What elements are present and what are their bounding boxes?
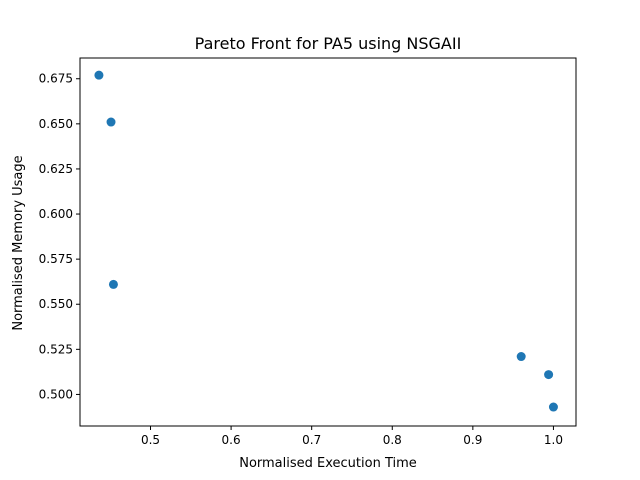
plot-frame (79, 57, 577, 427)
y-tick-label: 0.500 (39, 387, 73, 401)
x-tick-label: 1.0 (544, 433, 563, 447)
plot-area (94, 70, 558, 412)
y-tick-label: 0.525 (39, 342, 73, 356)
x-tick-label: 0.8 (383, 433, 402, 447)
y-tick-label: 0.600 (39, 207, 73, 221)
scatter-point (106, 117, 116, 127)
scatter-point (108, 279, 118, 289)
y-axis-label: Normalised Memory Usage (11, 155, 26, 330)
x-tick-label: 0.7 (302, 433, 321, 447)
x-tick-label: 0.9 (463, 433, 482, 447)
y-tick-label: 0.650 (39, 117, 73, 131)
y-tick-label: 0.575 (39, 252, 73, 266)
scatter-point (94, 70, 104, 80)
x-axis: 0.5 0.6 0.7 0.8 0.9 1.0 (141, 426, 563, 447)
y-tick-label: 0.550 (39, 297, 73, 311)
y-tick-label: 0.675 (39, 72, 73, 86)
scatter-point (516, 352, 526, 362)
scatter-point (548, 402, 558, 412)
x-axis-label: Normalised Execution Time (239, 456, 417, 471)
x-tick-label: 0.6 (222, 433, 241, 447)
x-tick-label: 0.5 (141, 433, 160, 447)
scatter-point (544, 370, 554, 380)
y-axis: 0.500 0.525 0.550 0.575 0.600 0.625 0.650 0.675 (39, 72, 80, 401)
chart-title: Pareto Front for PA5 using NSGAII (195, 34, 462, 53)
y-tick-label: 0.625 (39, 162, 73, 176)
